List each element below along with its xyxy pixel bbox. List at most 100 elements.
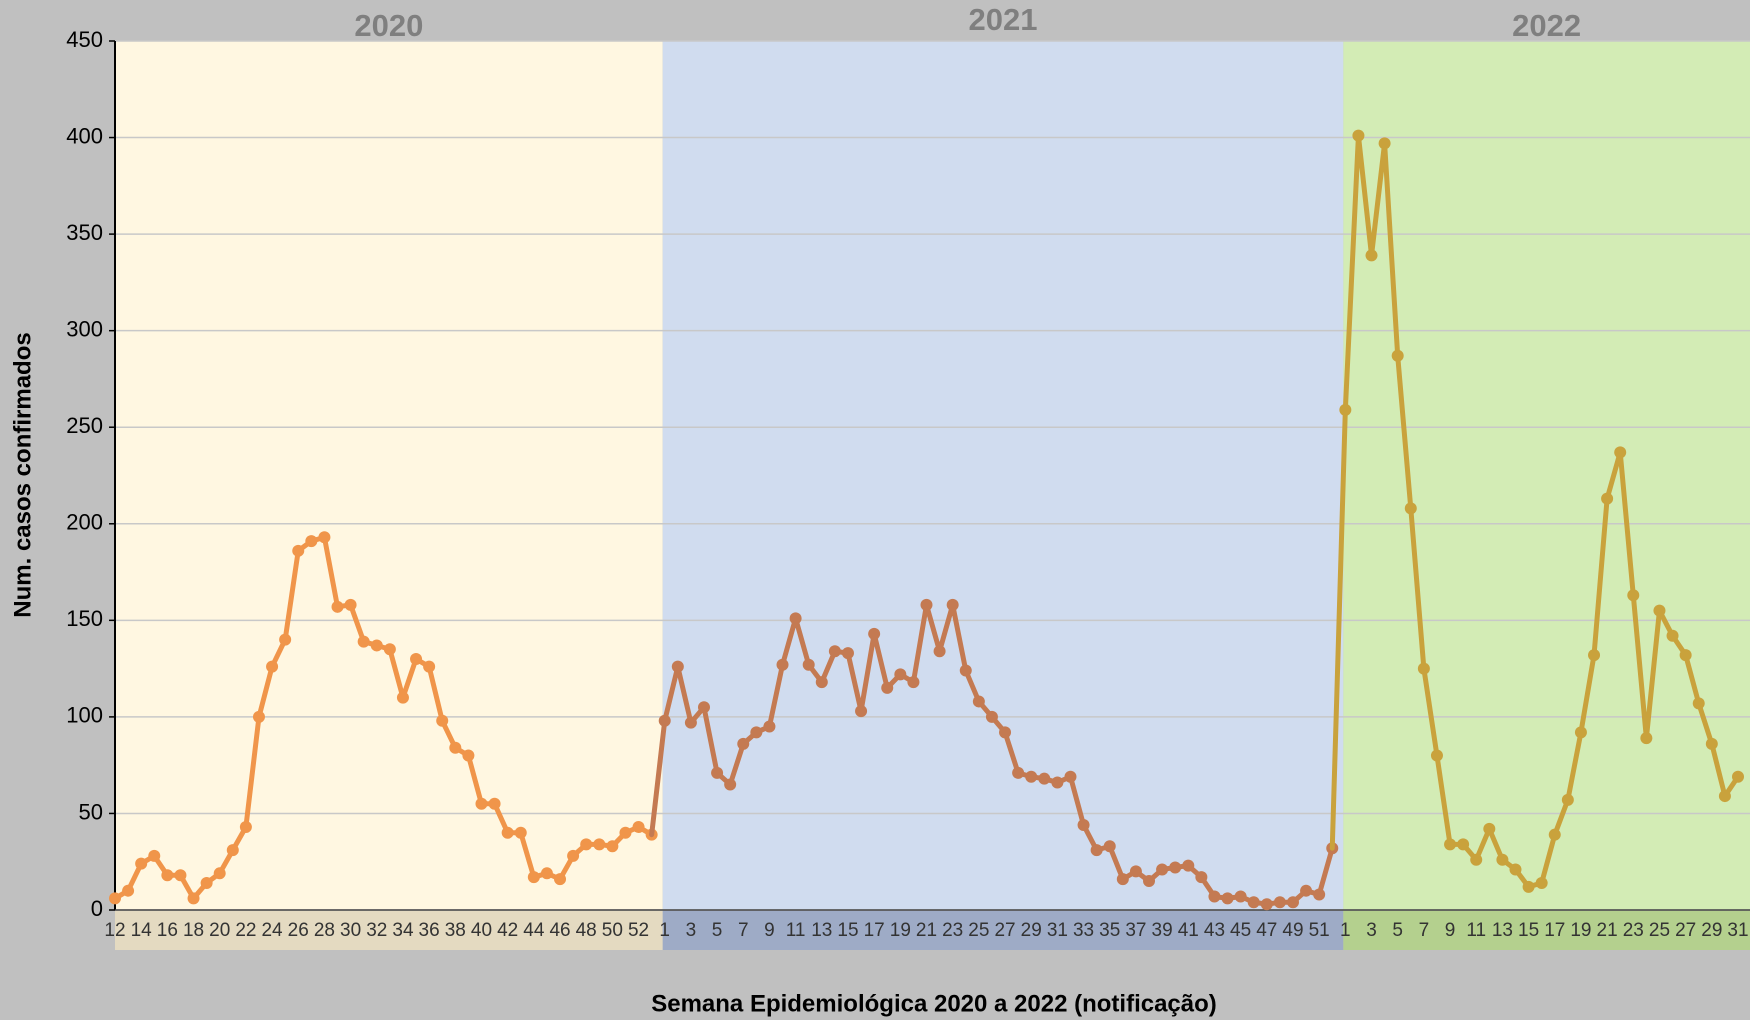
point [841, 647, 854, 660]
point [292, 544, 305, 557]
point [109, 892, 121, 905]
point [501, 826, 514, 839]
x-tick-label: 11 [1466, 920, 1486, 941]
point [737, 737, 750, 750]
x-tick-label: 19 [1570, 920, 1591, 941]
x-tick-label: 51 [1309, 920, 1330, 941]
connector [649, 718, 668, 838]
x-tick-label: 18 [183, 920, 204, 941]
point [802, 658, 815, 671]
point [1234, 890, 1247, 903]
point [239, 820, 252, 833]
x-tick-label: 5 [1392, 920, 1403, 941]
point [763, 720, 776, 733]
point [1182, 859, 1195, 872]
point [1300, 884, 1313, 897]
y-tick-label: 0 [91, 896, 103, 921]
y-tick-label: 250 [66, 413, 103, 438]
x-tick-label: 31 [1727, 920, 1748, 941]
point [855, 705, 868, 718]
point [933, 645, 946, 658]
year-label: 2020 [354, 8, 423, 43]
point [1221, 892, 1234, 905]
x-tick-label: 13 [1492, 920, 1513, 941]
x-tick-label: 11 [786, 920, 806, 941]
point [776, 658, 789, 671]
point [305, 535, 318, 548]
point [344, 598, 357, 611]
x-tick-label: 40 [471, 920, 492, 941]
point [1444, 838, 1457, 851]
x-tick-label: 29 [1701, 920, 1722, 941]
point [1692, 697, 1705, 710]
point [1574, 726, 1587, 739]
point [1470, 853, 1483, 866]
point [632, 820, 645, 833]
point [148, 849, 161, 862]
x-tick-label: 23 [942, 920, 963, 941]
point [1666, 629, 1679, 642]
point [252, 710, 265, 723]
x-tick-label: 15 [837, 920, 858, 941]
point [985, 710, 998, 723]
point [514, 826, 527, 839]
x-tick-label: 22 [235, 920, 256, 941]
point [1116, 873, 1129, 886]
x-tick-label: 44 [523, 920, 545, 941]
point [226, 844, 239, 857]
x-tick-label: 48 [576, 920, 597, 941]
point [1417, 662, 1430, 675]
point [1129, 865, 1142, 878]
point [213, 867, 226, 880]
point [619, 826, 632, 839]
point [999, 726, 1012, 739]
point [580, 838, 593, 851]
point [1352, 129, 1365, 142]
x-tick-label: 39 [1152, 920, 1173, 941]
x-tick-label: 36 [419, 920, 440, 941]
point [1718, 790, 1731, 803]
x-tick-label: 9 [764, 920, 775, 941]
point [396, 691, 409, 704]
point [540, 867, 553, 880]
point [383, 643, 396, 656]
regions: 2020 2021 2022 [115, 2, 1750, 950]
x-tick-label: 25 [968, 920, 989, 941]
point [1247, 896, 1260, 909]
y-tick-label: 350 [66, 220, 103, 245]
point [174, 869, 187, 882]
x-tick-label: 14 [131, 920, 153, 941]
x-tick-label: 16 [157, 920, 178, 941]
x-tick-label: 19 [890, 920, 911, 941]
point [1286, 896, 1299, 909]
point [1509, 863, 1522, 876]
point [1588, 649, 1601, 662]
point [1195, 871, 1208, 884]
point [881, 681, 894, 694]
x-tick-label: 29 [1021, 920, 1042, 941]
x-tick-label: 42 [497, 920, 518, 941]
y-tick-label: 400 [66, 123, 103, 148]
x-tick-label: 1 [659, 920, 670, 941]
year-label-band [662, 910, 1344, 950]
point [697, 701, 710, 714]
point [658, 714, 671, 727]
point [1051, 776, 1064, 789]
point [1679, 649, 1692, 662]
point [907, 676, 920, 689]
x-tick-label: 33 [1073, 920, 1094, 941]
x-tick-label: 5 [712, 920, 723, 941]
y-tick-label: 450 [66, 27, 103, 52]
point [1090, 844, 1103, 857]
point [1732, 770, 1744, 783]
point [1038, 772, 1051, 785]
point [1457, 838, 1470, 851]
x-tick-label: 27 [994, 920, 1015, 941]
point [1561, 793, 1574, 806]
point [828, 645, 841, 658]
point [200, 876, 213, 889]
x-tick-label: 3 [1366, 920, 1377, 941]
x-tick-label: 43 [1204, 920, 1225, 941]
